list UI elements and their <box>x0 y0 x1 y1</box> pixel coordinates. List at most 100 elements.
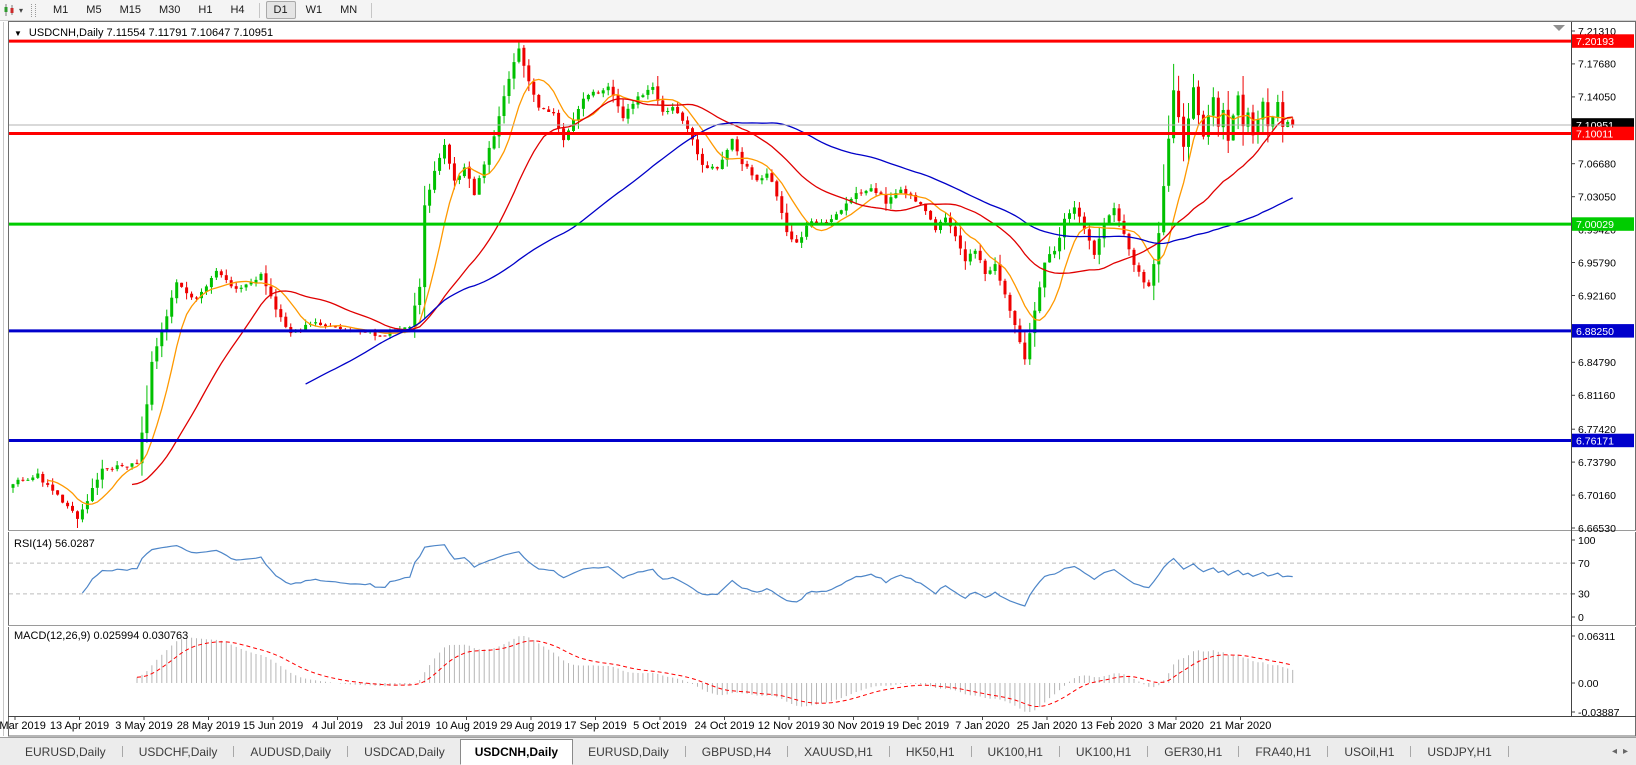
toolbar-separator <box>258 2 260 18</box>
svg-text:7.00029: 7.00029 <box>1576 219 1614 231</box>
svg-text:6.70160: 6.70160 <box>1578 490 1616 502</box>
rsi-line <box>81 544 1293 607</box>
svg-text:-0.03887: -0.03887 <box>1578 707 1620 719</box>
price-axis[interactable]: 7.213107.176807.140507.066807.030506.994… <box>1571 26 1634 719</box>
chart-tab-usdjpy-h1[interactable]: USDJPY,H1 <box>1427 744 1492 759</box>
chart-tab-usoil-h1[interactable]: USOil,H1 <box>1344 744 1395 759</box>
timeframe-button-m30[interactable]: M30 <box>158 4 181 16</box>
timeframe-button-h4[interactable]: H4 <box>230 4 245 16</box>
svg-text:5 Oct 2019: 5 Oct 2019 <box>633 720 687 732</box>
chart-ohlc-header: ▼ USDCNH,Daily 7.11554 7.11791 7.10647 7… <box>14 27 273 39</box>
chart-tab-hk50-h1[interactable]: HK50,H1 <box>905 744 955 759</box>
svg-text:4 Jul 2019: 4 Jul 2019 <box>312 720 363 732</box>
tab-divider <box>121 746 123 757</box>
tab-divider <box>1058 746 1060 757</box>
timeframe-button-group: M1 M5 M15 M30 H1 H4 D1 W1 MN <box>44 1 377 19</box>
svg-text:7 Jan 2020: 7 Jan 2020 <box>955 720 1009 732</box>
svg-text:7.03050: 7.03050 <box>1578 192 1616 204</box>
svg-text:6.95790: 6.95790 <box>1578 257 1616 269</box>
tab-divider <box>1507 746 1509 757</box>
svg-text:7.20193: 7.20193 <box>1576 36 1614 48</box>
chart-tab-uk100-h1[interactable]: UK100,H1 <box>1075 744 1132 759</box>
svg-text:12 Nov 2019: 12 Nov 2019 <box>758 720 820 732</box>
rsi-panel <box>9 544 1571 607</box>
svg-text:70: 70 <box>1578 558 1590 570</box>
chart-tab-usdchf-daily[interactable]: USDCHF,Daily <box>138 744 218 759</box>
tab-scroll-left-icon[interactable]: ◂ <box>1611 746 1617 757</box>
moving-average-25 <box>131 98 1293 486</box>
macd-indicator-label: MACD(12,26,9) 0.025994 0.030763 <box>14 630 189 642</box>
chart-type-icon[interactable] <box>3 3 17 17</box>
chart-tab-fra40-h1[interactable]: FRA40,H1 <box>1255 744 1312 759</box>
svg-text:15 Jun 2019: 15 Jun 2019 <box>243 720 304 732</box>
chart-frame <box>3 21 1636 737</box>
chart-tab-audusd-daily[interactable]: AUDUSD,Daily <box>250 744 332 759</box>
tab-scroll-right-icon[interactable]: ▸ <box>1622 746 1628 757</box>
svg-text:0: 0 <box>1578 612 1584 624</box>
svg-text:30 Nov 2019: 30 Nov 2019 <box>822 720 884 732</box>
toolbar-drag-handle[interactable] <box>31 3 37 17</box>
tab-divider <box>888 746 890 757</box>
svg-text:21 Mar 2020: 21 Mar 2020 <box>1210 720 1272 732</box>
svg-text:10 Aug 2019: 10 Aug 2019 <box>436 720 498 732</box>
chart-tab-ger30-h1[interactable]: GER30,H1 <box>1164 744 1223 759</box>
svg-text:6.88250: 6.88250 <box>1576 326 1614 338</box>
ohlc-text: USDCNH,Daily 7.11554 7.11791 7.10647 7.1… <box>28 27 274 39</box>
timeframe-button-h1[interactable]: H1 <box>198 4 213 16</box>
tab-divider <box>1327 746 1329 757</box>
timeframe-button-w1[interactable]: W1 <box>305 4 323 16</box>
chart-tabs-bar: EURUSD,Daily USDCHF,Daily AUDUSD,Daily USDC… <box>0 737 1636 765</box>
tab-divider <box>1147 746 1149 757</box>
timeframe-button-m5[interactable]: M5 <box>86 4 102 16</box>
tab-divider <box>1238 746 1240 757</box>
chart-tab-usdcad-daily[interactable]: USDCAD,Daily <box>364 744 445 759</box>
moving-average-8 <box>47 78 1293 505</box>
symbol-dropdown-icon[interactable]: ▼ <box>14 28 22 38</box>
svg-text:6.92160: 6.92160 <box>1578 290 1616 302</box>
svg-text:3 May 2019: 3 May 2019 <box>115 720 172 732</box>
svg-text:7.06680: 7.06680 <box>1578 159 1616 171</box>
tab-divider <box>233 746 235 757</box>
svg-text:17 Sep 2019: 17 Sep 2019 <box>564 720 626 732</box>
svg-text:7.10011: 7.10011 <box>1576 129 1613 141</box>
timeframe-button-d1[interactable]: D1 <box>265 1 296 19</box>
date-axis[interactable]: 26 Mar 2019 13 Apr 2019 3 May 2019 28 May 2… <box>0 716 1271 732</box>
chart-tab-eurusd-daily[interactable]: EURUSD,Daily <box>588 744 669 759</box>
toolbar-separator <box>371 2 373 18</box>
tab-divider <box>1410 746 1412 757</box>
chart-tab-uk100-h1[interactable]: UK100,H1 <box>987 744 1043 759</box>
rsi-indicator-label: RSI(14) 56.0287 <box>14 538 95 550</box>
chart-tab-xauusd-h1[interactable]: XAUUSD,H1 <box>804 744 873 759</box>
timeframe-button-m15[interactable]: M15 <box>119 4 141 16</box>
chart-tab-eurusd-daily[interactable]: EURUSD,Daily <box>25 744 106 759</box>
svg-text:6.84790: 6.84790 <box>1578 357 1616 369</box>
chart-type-dropdown-icon[interactable]: ▾ <box>19 5 24 15</box>
svg-text:7.17680: 7.17680 <box>1578 59 1616 71</box>
tab-scroll-arrows: ◂ ▸ <box>1612 738 1636 765</box>
svg-text:6.66530: 6.66530 <box>1578 523 1616 535</box>
macd-panel <box>136 636 1294 712</box>
chart-window: 7.213107.176807.140507.066807.030506.994… <box>0 21 1636 737</box>
chart-tab-usdcnh-daily-active[interactable]: USDCNH,Daily <box>459 739 574 765</box>
svg-text:6.77420: 6.77420 <box>1578 424 1616 436</box>
svg-text:6.76171: 6.76171 <box>1576 436 1614 448</box>
tab-divider <box>347 746 349 757</box>
svg-text:19 Dec 2019: 19 Dec 2019 <box>887 720 949 732</box>
svg-text:6.81160: 6.81160 <box>1578 390 1615 402</box>
svg-text:26 Mar 2019: 26 Mar 2019 <box>0 720 46 732</box>
macd-signal-line <box>136 640 1293 708</box>
svg-text:25 Jan 2020: 25 Jan 2020 <box>1017 720 1078 732</box>
svg-text:13 Feb 2020: 13 Feb 2020 <box>1081 720 1143 732</box>
toolbar: ▾ M1 M5 M15 M30 H1 H4 D1 W1 MN <box>0 0 1636 21</box>
timeframe-button-m1[interactable]: M1 <box>53 4 69 16</box>
timeframe-button-mn[interactable]: MN <box>340 4 358 16</box>
svg-text:29 Aug 2019: 29 Aug 2019 <box>500 720 562 732</box>
svg-text:0.00: 0.00 <box>1578 678 1599 690</box>
chart-tab-gbpusd-h4[interactable]: GBPUSD,H4 <box>701 744 772 759</box>
main-price-panel <box>9 39 1571 528</box>
price-chart-canvas[interactable]: 7.213107.176807.140507.066807.030506.994… <box>0 21 1636 737</box>
tab-divider <box>787 746 789 757</box>
svg-text:6.73790: 6.73790 <box>1578 457 1616 469</box>
chart-tabs: EURUSD,Daily USDCHF,Daily AUDUSD,Daily USDC… <box>0 738 1510 765</box>
